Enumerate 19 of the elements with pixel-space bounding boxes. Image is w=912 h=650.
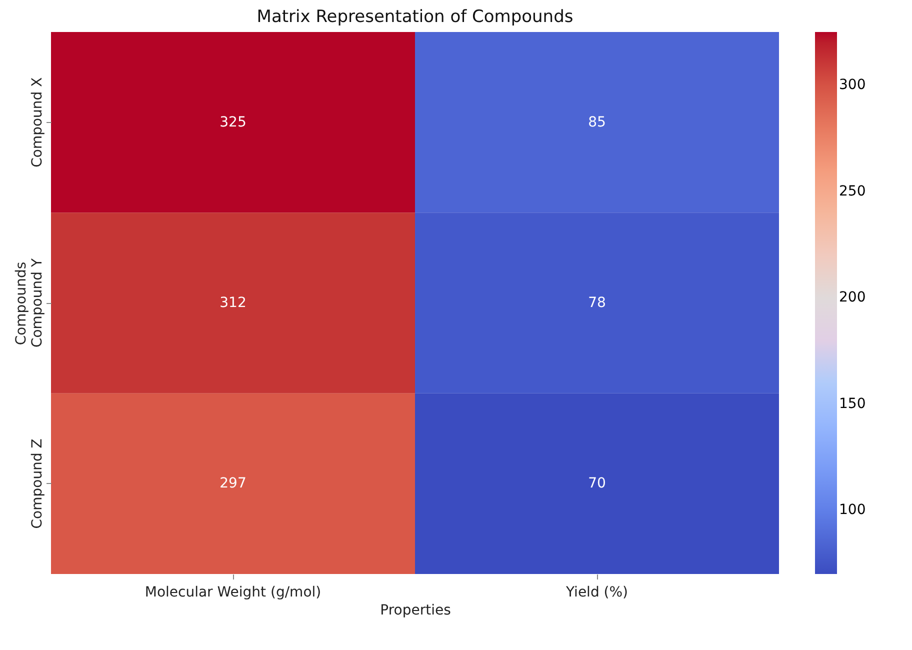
x-axis-title: Properties [380,602,451,618]
x-tick-label: Molecular Weight (g/mol) [144,584,322,600]
color-bar-label: 300 [839,77,866,94]
y-tick-label: Compound X [30,76,46,168]
y-tick-label: Compound Z [30,438,46,529]
data-label: 78 [588,295,606,311]
color-bar-label: 100 [839,502,866,518]
y-tick-label: Compound Y [30,258,46,348]
color-bar-label: 150 [839,396,866,412]
data-label: 297 [220,476,246,492]
data-label: 85 [588,114,606,130]
color-bar-label: 200 [839,290,866,306]
data-label: 70 [588,476,606,492]
data-label: 325 [220,114,246,130]
color-bar-label: 250 [839,183,866,200]
y-axis-title: Compounds [14,262,30,346]
chart-title: Matrix Representation of Compounds [256,7,574,27]
x-tick-label: Yield (%) [564,584,628,600]
data-label: 312 [220,295,246,311]
